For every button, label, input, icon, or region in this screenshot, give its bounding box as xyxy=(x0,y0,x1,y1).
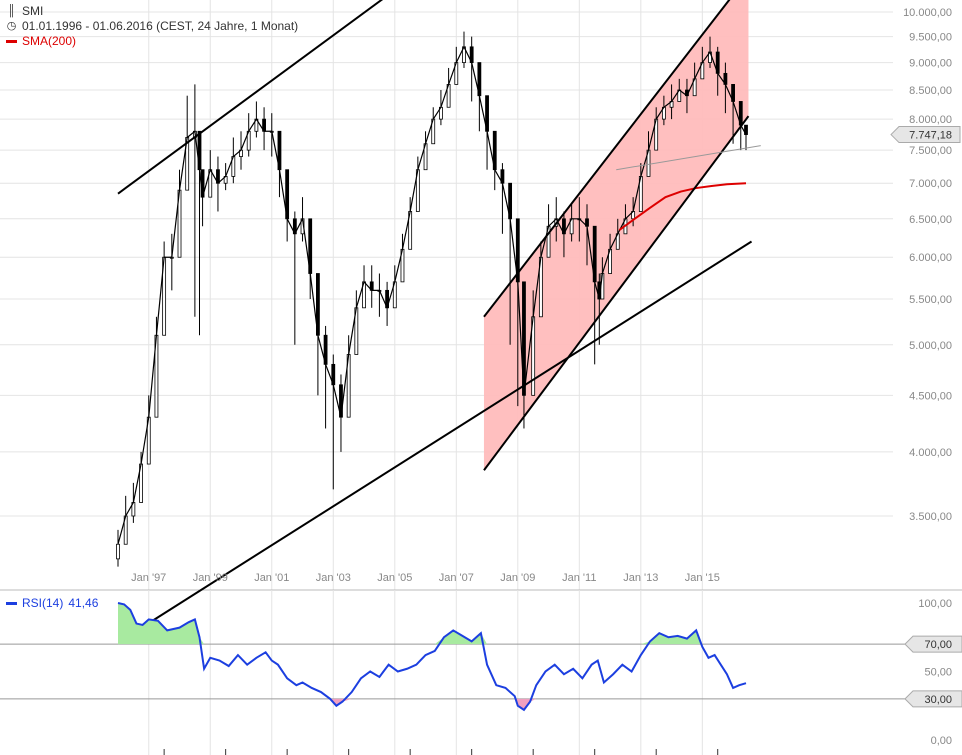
x-tick-label: Jan '07 xyxy=(439,572,474,584)
support-trendline xyxy=(616,145,761,171)
sma-line xyxy=(618,182,747,231)
x-tick-label: Jan '13 xyxy=(623,572,658,584)
sma-label: SMA(200) xyxy=(22,34,77,48)
candlestick-icon: ║ xyxy=(7,5,16,17)
symbol-label: SMI xyxy=(22,4,44,18)
x-tick-label: Jan '15 xyxy=(685,572,720,584)
price-tick-label: 9.500,00 xyxy=(909,32,952,44)
rsi-value: 41,46 xyxy=(68,596,99,610)
price-tick-label: 9.000,00 xyxy=(909,58,952,70)
rsi-swatch xyxy=(6,602,17,605)
long-trendline xyxy=(117,0,384,195)
price-tick-label: 5.000,00 xyxy=(909,340,952,352)
price-tick-label: 4.000,00 xyxy=(909,447,952,459)
price-tick-label: 10.000,00 xyxy=(903,7,952,19)
price-tick-label: 7.000,00 xyxy=(909,178,952,190)
rsi-tick-label: 100,00 xyxy=(918,598,952,610)
sma-swatch xyxy=(6,40,17,43)
sma-200-line xyxy=(618,182,747,231)
x-tick-label: Jan '11 xyxy=(562,572,596,584)
rsi-legend: RSI(14) 41,46 xyxy=(6,596,98,611)
channel-upper-line xyxy=(483,0,731,318)
date-range-label: 01.01.1996 - 01.06.2016 (CEST, 24 Jahre,… xyxy=(22,19,299,33)
price-tick-label: 8.500,00 xyxy=(909,85,952,97)
rsi-reference-tag xyxy=(904,635,962,653)
rsi-oversold-fill xyxy=(118,698,746,710)
x-tick-label: Jan '05 xyxy=(377,572,412,584)
rsi-y-axis: 0,00 50,00 100,00 xyxy=(918,598,952,747)
rsi-reference-tag xyxy=(904,690,962,708)
trendlines xyxy=(117,0,761,624)
x-tick-label: Jan '03 xyxy=(316,572,351,584)
x-axis: Jan '97 Jan '99 Jan '01 Jan '03 Jan '05 Jan '… xyxy=(131,572,720,755)
clock-icon: ◷ xyxy=(6,20,17,32)
x-tick-label: Jan '01 xyxy=(254,572,289,584)
channel-lower-line xyxy=(483,115,750,471)
x-tick-label: Jan '09 xyxy=(500,572,535,584)
price-tick-label: 7.500,00 xyxy=(909,145,952,157)
rsi-grid xyxy=(0,590,905,755)
rsi-tick-label: 0,00 xyxy=(931,735,952,747)
x-tick-label: Jan '99 xyxy=(193,572,228,584)
last-price-tag xyxy=(890,126,961,144)
rsi-overbought-fill xyxy=(118,603,746,645)
price-tick-label: 5.500,00 xyxy=(909,294,952,306)
price-tick-label: 6.000,00 xyxy=(909,252,952,264)
rsi-line xyxy=(117,602,747,712)
price-tick-label: 6.500,00 xyxy=(909,214,952,226)
price-tick-label: 3.500,00 xyxy=(909,511,952,523)
last-price-label: 7.747,18 xyxy=(909,130,952,142)
price-tick-label: 8.000,00 xyxy=(909,114,952,126)
close-path xyxy=(117,45,747,545)
rsi-reference-label: 30,00 xyxy=(924,694,952,706)
rsi-label: RSI(14) xyxy=(22,596,64,610)
price-tick-label: 4.500,00 xyxy=(909,390,952,402)
long-trendline xyxy=(148,240,753,624)
price-y-axis: 3.500,00 4.000,00 4.500,00 5.000,00 5.500,00… xyxy=(903,7,952,523)
value-tags: 7.747,18 70,00 30,00 xyxy=(890,126,962,708)
rsi-reference-label: 70,00 xyxy=(924,639,952,651)
rsi-14-line xyxy=(117,602,747,712)
rsi-tick-label: 50,00 xyxy=(924,667,952,679)
price-legend: ║ SMI ◷ 01.01.1996 - 01.06.2016 (CEST, 2… xyxy=(6,4,298,49)
candle-body xyxy=(116,543,120,560)
x-tick-label: Jan '97 xyxy=(131,572,166,584)
